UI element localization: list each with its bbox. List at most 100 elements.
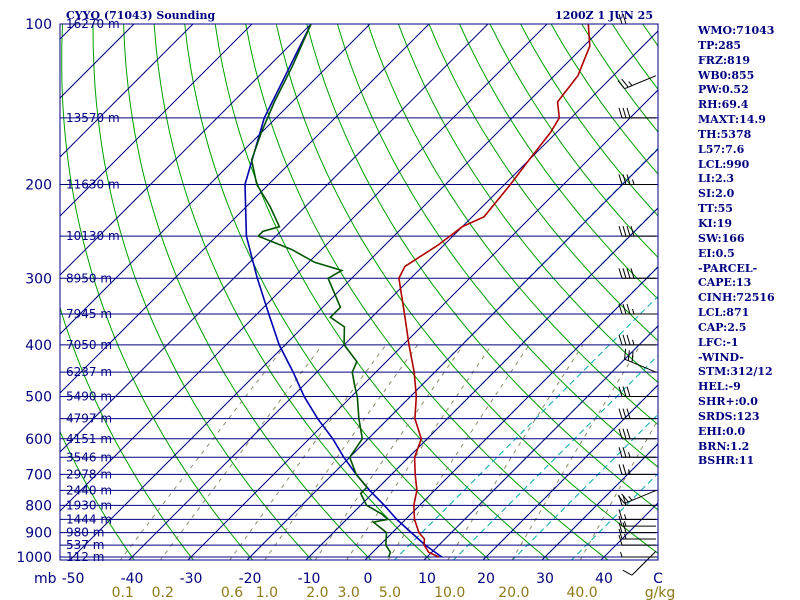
temperature-trace [398,24,591,558]
pressure-label: 700 [25,467,52,483]
profiles [244,24,591,558]
wind-barb [622,550,657,576]
height-label: 2440 m [66,483,112,497]
pressure-label: 200 [25,177,52,193]
wind-barb [618,515,656,527]
height-label: 7050 m [66,338,112,352]
mixing-ratio-labels: 0.1 0.2 0.6 1.0 2.0 3.0 5.0 10.0 20.0 40.0 g/kg [112,585,676,600]
sounding-index: WB0:855 [698,68,755,82]
wind-barb [624,348,657,373]
pressure-label: 400 [25,338,52,354]
dry-adiabat [60,430,135,560]
wind-barb [618,464,656,475]
height-labels: 16270 m 13570 m 11630 m 10130 m 8950 m 7945 m… [66,17,120,564]
dry-adiabat [153,24,431,560]
mixing-ratio-label: 0.6 [221,585,243,600]
isotherm-line [541,443,658,560]
temperature-tick-label: 0 [364,571,373,587]
dewpoint-trace [250,24,392,558]
wind-barb [618,303,656,315]
isotherm-line [60,24,312,276]
sounding-indices-list: WMO:71043 TP:285 FRZ:819 WB0:855 PW:0.52 RH:6… [698,24,775,469]
pressure-label: 100 [25,17,52,33]
mixing-ratio-label: 10.0 [434,585,465,600]
mixing-ratio-label: g/kg [645,585,676,600]
isotherm-line [187,89,658,560]
temperature-tick-label: 30 [536,571,554,587]
dry-adiabat [428,24,658,342]
height-label: 2978 m [66,467,112,481]
height-label: 6237 m [66,365,112,379]
sounding-index: SI:2.0 [698,187,735,201]
isotherm-line [128,30,658,560]
isotherm-line [305,207,658,560]
isotherm-line [482,384,658,560]
sounding-index: BRN:1.2 [698,439,750,453]
sounding-index: HEL:-9 [698,380,741,394]
mixing-ratio-label: 1.0 [256,585,278,600]
height-label: 13570 m [66,111,120,125]
temperature-tick-label: C [653,571,663,587]
height-label: 3546 m [66,450,112,464]
height-label: 112 m [66,550,104,564]
parcel-trace [244,24,443,558]
sounding-index: FRZ:819 [698,53,751,67]
mixing-ratio-lines [119,344,658,560]
dry-adiabat [489,24,658,259]
mixing-ratio-label: 0.2 [152,585,174,600]
sounding-index: STM:312/12 [698,365,773,379]
temperature-tick-label: -20 [239,571,262,587]
sounding-index: TT:55 [698,202,733,216]
wind-barb [618,225,656,237]
height-label: 5490 m [66,390,112,404]
wind-barb [618,428,656,440]
isotherm-line [423,325,658,560]
isotherm-line [60,24,194,158]
temperature-tick-label: -30 [180,571,203,587]
mixing-ratio-line [314,344,464,560]
sounding-index: CINH:72516 [698,291,775,305]
sounding-index: LCL:871 [698,306,750,320]
isotherm-line [60,24,430,394]
mixing-ratio-label: 5.0 [379,585,401,600]
wind-barb [618,174,656,185]
mixing-ratio-line [447,344,584,560]
temperature-tick-label: 10 [418,571,436,587]
sounding-index: LI:2.3 [698,172,735,186]
dry-adiabat [60,305,194,560]
pressure-label: 1000 [16,550,52,566]
sounding-index: L57:7.6 [698,142,745,156]
wind-barb [618,107,656,119]
isotherm-line [246,148,658,560]
sounding-index: TP:285 [698,38,742,52]
mixing-ratio-line [387,344,530,560]
mixing-ratio-line [159,344,323,560]
height-label: 537 m [66,538,104,552]
mixing-ratio-line [264,344,419,560]
sounding-index: BSHR:11 [698,454,755,468]
pressure-labels: 100 200 300 400 500 600 700 800 900 1000 [16,17,52,566]
wind-barbs [617,13,657,576]
height-label: 10130 m [66,229,120,243]
mixing-ratio-label: 2.0 [306,585,328,600]
wind-barb [617,75,657,90]
mixing-ratio-line [229,344,387,560]
wind-barb [618,334,656,346]
mixing-ratio-line [511,344,641,560]
isotherm-line [60,24,489,453]
temperature-tick-label: -10 [298,571,321,587]
temperature-tick-labels: mb -50 -40 -30 -20 -10 0 10 20 30 40 C [34,571,663,587]
dry-adiabat [336,24,658,468]
plot-frame [59,23,659,561]
isotherm-line [69,24,607,560]
sounding-index: MAXT:14.9 [698,113,766,127]
height-label: 4151 m [66,432,112,446]
height-label: 4797 m [66,412,112,426]
wind-barb [618,528,656,540]
pressure-label: 800 [25,498,52,514]
wind-barb [618,522,656,534]
chart-title: CYYQ (71043) Sounding [66,9,216,22]
isotherm-line [60,24,548,512]
sounding-index: PW:0.52 [698,83,749,97]
